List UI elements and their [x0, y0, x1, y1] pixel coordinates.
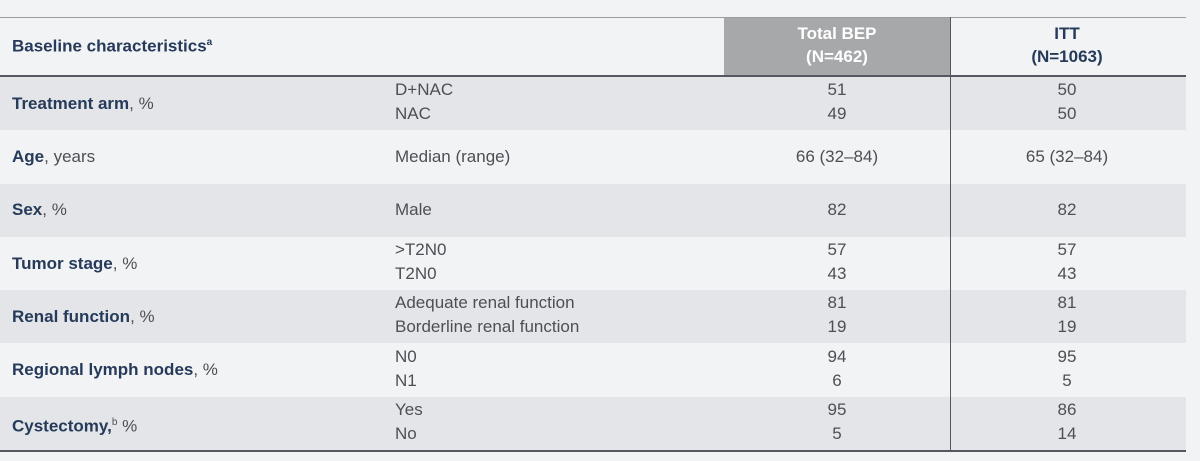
column-n: (N=1063)	[1031, 47, 1103, 66]
cell-value: 43	[1057, 263, 1077, 283]
header-shade	[724, 17, 950, 75]
row-shade	[0, 183, 1186, 237]
item-label: T2N0	[395, 263, 437, 283]
row-label-bold: Tumor stage	[12, 253, 113, 273]
cell-value: 95	[827, 399, 847, 419]
footnote-marker: b	[111, 417, 118, 429]
item-label: NAC	[395, 104, 431, 123]
cell-value: 5	[832, 423, 842, 443]
row-label-bold: Sex	[12, 200, 43, 220]
item-label: Median (range)	[395, 146, 511, 166]
row-label: Cystectomy,b %	[12, 413, 137, 437]
row-unit: , years	[44, 146, 96, 166]
cell-value: 51	[827, 80, 847, 99]
row-unit: , %	[112, 253, 138, 273]
header-text: Baseline characteristics	[12, 36, 207, 56]
cell-value: 5	[1062, 370, 1072, 390]
row-label: Tumor stage, %	[12, 254, 137, 274]
row-label: Treatment arm, %	[12, 94, 154, 114]
row-label-bold: Treatment arm	[12, 93, 130, 113]
cell-value: 82	[827, 200, 847, 220]
item-label: Yes	[395, 399, 423, 419]
cell-value: 81	[827, 293, 847, 313]
header-label: Baseline characteristicsa	[12, 33, 212, 57]
cell-value: 6	[832, 370, 842, 390]
cell-value: 57	[827, 239, 847, 259]
bottom-rule	[0, 450, 1186, 453]
row-label: Renal function, %	[12, 307, 155, 327]
row-unit: , %	[130, 306, 155, 326]
row-unit: , %	[193, 360, 218, 380]
row-label: Age, years	[12, 147, 95, 167]
item-label: N0	[395, 346, 417, 366]
row-label-bold: Regional lymph nodes	[12, 360, 194, 380]
cell-value: 49	[827, 104, 847, 123]
cell-value: 66 (32–84)	[795, 146, 879, 166]
item-label: No	[395, 423, 417, 443]
row-label: Regional lymph nodes, %	[12, 360, 218, 380]
row-shade	[0, 396, 1186, 451]
cell-value: 81	[1057, 293, 1077, 313]
cell-value: 19	[827, 317, 847, 337]
footnote-marker: a	[206, 37, 213, 48]
cell-value: 57	[1057, 239, 1077, 259]
column-divider	[950, 17, 951, 451]
item-label: N1	[395, 370, 417, 390]
row-label-bold: Cystectomy,	[12, 417, 112, 437]
cell-value: 65 (32–84)	[1025, 146, 1109, 166]
cell-value: 19	[1057, 317, 1077, 337]
cell-value: 95	[1057, 346, 1077, 366]
cell-value: 94	[827, 346, 847, 366]
cell-value: 82	[1057, 200, 1077, 220]
column-name: ITT	[1054, 24, 1080, 43]
row-label-bold: Renal function	[12, 306, 131, 326]
row-unit: %	[117, 417, 138, 437]
top-rule	[0, 17, 1186, 18]
row-label: Sex, %	[12, 200, 67, 220]
item-label: D+NAC	[395, 80, 454, 99]
row-shade	[0, 290, 1186, 344]
column-n: (N=462)	[806, 47, 868, 66]
header-rule	[0, 75, 1186, 77]
item-label: >T2N0	[395, 239, 447, 259]
item-label: Borderline renal function	[395, 317, 580, 337]
row-shade	[0, 77, 1186, 131]
cell-value: 50	[1057, 80, 1077, 99]
cell-value: 14	[1057, 423, 1077, 443]
cell-value: 43	[827, 263, 847, 283]
item-label: Adequate renal function	[395, 293, 575, 313]
row-unit: , %	[129, 93, 154, 113]
item-label: Male	[395, 200, 432, 220]
cell-value: 50	[1057, 104, 1077, 123]
cell-value: 86	[1057, 399, 1077, 419]
column-name: Total BEP	[797, 24, 877, 43]
row-unit: , %	[42, 200, 67, 220]
row-label-bold: Age	[12, 146, 45, 166]
